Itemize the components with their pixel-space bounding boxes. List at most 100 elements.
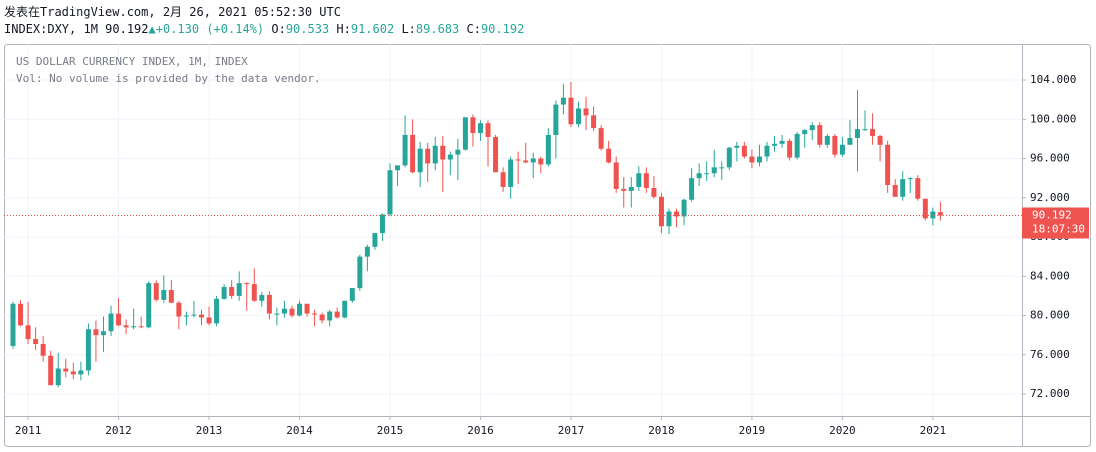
candle-body <box>598 128 604 149</box>
candle-body <box>809 125 815 131</box>
candle-body <box>168 290 174 303</box>
x-tick-label: 2018 <box>648 424 675 437</box>
candle-body <box>33 339 39 344</box>
candle-body <box>138 326 144 328</box>
candle-body <box>85 329 91 371</box>
header: 发表在TradingView.com, 2月 26, 2021 05:52:30… <box>4 4 524 38</box>
candle-body <box>885 144 891 186</box>
candle-body <box>756 156 762 163</box>
candle-body <box>530 158 536 163</box>
candle-body <box>870 129 876 136</box>
candle-body <box>772 143 778 146</box>
candle-body <box>402 134 408 166</box>
candle-body <box>221 287 227 299</box>
candle-body <box>146 283 152 328</box>
high: 91.602 <box>350 22 395 36</box>
candle-body <box>500 172 506 187</box>
candle-body <box>342 300 348 318</box>
candle-body <box>470 117 476 134</box>
candle-body <box>266 294 272 314</box>
candle-body <box>576 108 581 125</box>
quote-line: INDEX:DXY, 1M 90.192▲+0.130 (+0.14%) O:9… <box>4 21 524 38</box>
candle-body <box>183 315 189 317</box>
candle-body <box>161 290 167 300</box>
candle-body <box>621 188 627 191</box>
candle-body <box>455 149 461 155</box>
candle-body <box>48 355 54 386</box>
x-tick-label: 2017 <box>558 424 585 437</box>
candle-body <box>907 178 913 180</box>
candle-body <box>583 108 589 116</box>
candle-body <box>319 314 325 321</box>
candle-body <box>787 140 793 158</box>
candle-body <box>877 135 883 145</box>
candle-body <box>364 246 370 257</box>
candle-body <box>199 314 204 318</box>
pane-border <box>4 44 1091 447</box>
candle-body <box>689 178 695 200</box>
x-tick-label: 2011 <box>15 424 42 437</box>
candle-body <box>606 148 612 163</box>
candle-body <box>734 145 740 148</box>
candle-body <box>40 343 46 356</box>
candle-body <box>824 135 830 145</box>
candle-body <box>847 137 853 145</box>
candle-body <box>538 158 544 165</box>
candle-body <box>613 162 619 189</box>
candle-body <box>477 123 483 134</box>
price-tag <box>1022 207 1089 239</box>
candle-body <box>123 325 129 328</box>
x-tick-label: 2014 <box>286 424 313 437</box>
candle-body <box>191 314 197 316</box>
low: 89.683 <box>415 22 460 36</box>
h-label: H: <box>336 22 351 36</box>
candle-body <box>244 283 250 285</box>
candle-body <box>651 187 657 197</box>
candle-body <box>628 186 634 191</box>
candle-body <box>78 370 84 375</box>
candle-body <box>832 135 838 155</box>
candle-body <box>229 287 235 296</box>
candle-body <box>206 317 212 324</box>
candle-body <box>568 97 574 125</box>
candle-body <box>395 165 401 171</box>
candle-body <box>922 198 928 219</box>
y-tick-label: 84.000 <box>1030 269 1070 282</box>
candle-body <box>63 368 69 372</box>
candle-body <box>643 173 649 188</box>
candle-body <box>741 145 747 157</box>
y-tick-label: 72.000 <box>1030 387 1070 400</box>
price-tag-price: 90.192 <box>1032 209 1072 222</box>
candle-body <box>108 313 114 332</box>
x-tick-label: 2019 <box>739 424 766 437</box>
x-tick-label: 2016 <box>467 424 494 437</box>
candle-body <box>410 134 416 173</box>
open: 90.533 <box>285 22 330 36</box>
candle-body <box>915 178 921 199</box>
price: 90.192 <box>105 22 149 36</box>
candle-body <box>817 125 823 145</box>
candle-body <box>900 179 906 197</box>
candle-body <box>289 308 295 316</box>
published: 发表在TradingView.com, 2月 26, 2021 05:52:30… <box>4 5 341 19</box>
candle-body <box>447 154 453 160</box>
candle-body <box>327 311 333 321</box>
candle-body <box>862 129 868 131</box>
candle-body <box>251 284 257 301</box>
candle-body <box>312 313 318 315</box>
candle-body <box>349 288 355 301</box>
candle-body <box>779 140 785 144</box>
candle-body <box>100 331 106 336</box>
l-label: L: <box>401 22 416 36</box>
y-tick-label: 80.000 <box>1030 309 1070 322</box>
candle-body <box>515 159 521 161</box>
candle-body <box>839 144 845 155</box>
grid <box>4 44 1022 416</box>
candle-body <box>357 256 363 289</box>
candle-body <box>379 214 385 234</box>
candle-body <box>937 212 943 216</box>
candle-body <box>281 308 287 314</box>
candle-body <box>334 311 340 318</box>
